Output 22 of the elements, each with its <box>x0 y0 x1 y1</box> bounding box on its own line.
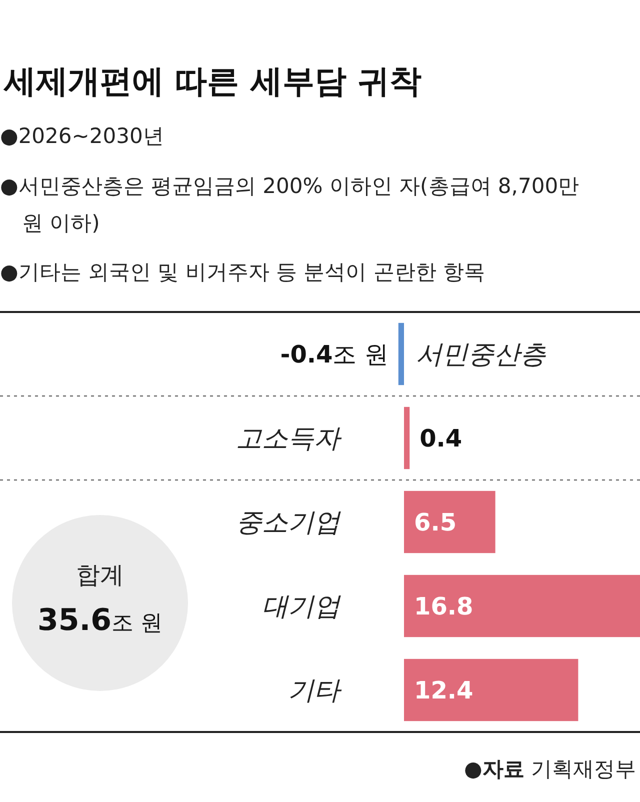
text: ●자료 기획재정부 <box>464 757 636 781</box>
data-label: 0.4 <box>420 424 462 452</box>
bar <box>404 574 640 638</box>
bar <box>404 490 496 554</box>
y-tick-label: 기타 <box>288 676 342 706</box>
text: 합계 <box>76 561 124 589</box>
text: ●2026~2030년 <box>0 124 164 148</box>
y-tick-label: 서민중산층 <box>416 340 546 370</box>
bar <box>404 406 410 470</box>
data-label: 16.8 <box>414 592 474 620</box>
text: 35.6조 원 <box>37 603 163 638</box>
chart-title: 세제개편에 따른 세부담 귀착 <box>3 62 422 100</box>
text: ●서민중산층은 평균임금의 200% 이하인 자(총급여 8,700만 원 이하) <box>0 174 580 235</box>
data-label: 12.4 <box>414 676 474 704</box>
y-tick-label: 중소기업 <box>236 508 341 538</box>
bar <box>404 658 578 722</box>
data-label: -0.4조 원 <box>280 340 388 368</box>
bar <box>398 322 404 386</box>
y-tick-label: 대기업 <box>262 592 341 622</box>
text: ●기타는 외국인 및 비거주자 등 분석이 곤란한 항목 <box>0 260 486 284</box>
data-label: 6.5 <box>414 508 457 536</box>
y-tick-label: 고소득자 <box>236 424 342 454</box>
